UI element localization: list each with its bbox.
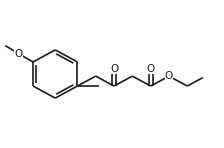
Text: O: O xyxy=(110,64,118,74)
Text: O: O xyxy=(165,71,173,81)
Text: O: O xyxy=(15,49,23,59)
Text: O: O xyxy=(146,64,155,74)
